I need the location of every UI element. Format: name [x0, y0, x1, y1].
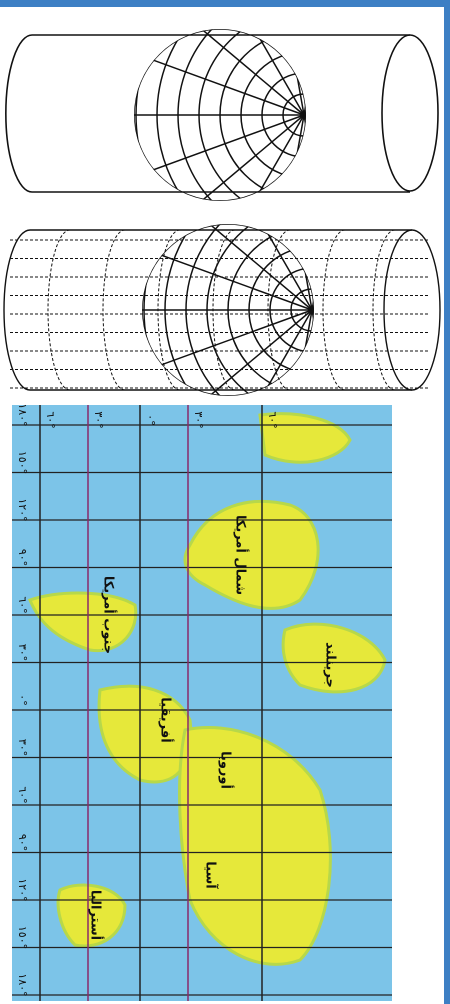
meridian [150, 114, 305, 201]
longitude-label: ٩٠° [16, 834, 29, 851]
top-bar [0, 0, 450, 7]
meridian [311, 224, 314, 311]
meridian [142, 240, 313, 311]
projected-meridian [322, 229, 346, 391]
longitude-label: ١٥٠° [16, 926, 29, 949]
latitude-label: ٣٠° [192, 411, 205, 428]
longitude-label: ٠° [16, 694, 29, 705]
longitude-label: ٦٠° [16, 596, 29, 613]
meridian [303, 45, 306, 116]
longitude-label: ١٨٠° [16, 973, 29, 996]
longitude-label: ٣٠° [16, 739, 29, 756]
meridian [303, 114, 306, 201]
meridian [142, 309, 313, 380]
longitude-label: ٩٠° [16, 549, 29, 566]
longitude-label: ٦٠° [16, 786, 29, 803]
longitude-label: ١٢٠° [16, 498, 29, 521]
cylinder-end [3, 229, 31, 391]
region-label: أستراليا [88, 890, 105, 940]
meridian [158, 309, 313, 396]
land [28, 591, 138, 653]
region-label: أوروبا [218, 751, 235, 789]
meridian [134, 114, 305, 185]
meridian [311, 224, 314, 311]
side-bar [444, 7, 450, 1004]
meridian [303, 29, 306, 116]
latitude-circle [177, 29, 306, 201]
land [28, 412, 387, 966]
cylinder-end [5, 34, 33, 193]
projected-meridian [47, 229, 71, 391]
latitude-label: ٦٠° [44, 411, 57, 428]
meridian [276, 309, 313, 396]
longitude-label: ١٢٠° [16, 878, 29, 901]
land [178, 726, 332, 966]
meridian [268, 114, 305, 201]
meridian [311, 309, 314, 380]
meridian [134, 45, 305, 116]
latitude-label: ٠° [144, 414, 157, 425]
cylinder-tangent [5, 29, 439, 201]
land [281, 622, 387, 694]
meridian [203, 29, 305, 116]
meridian [203, 114, 305, 201]
region-label: أفريقيا [158, 697, 175, 742]
meridian [268, 29, 305, 116]
cylinder-outline [30, 229, 412, 391]
meridian [150, 29, 305, 116]
region-label: جنوب أمريكا [101, 576, 118, 654]
region-label: جرينلند [323, 642, 338, 688]
longitude-label: ١٥٠° [16, 451, 29, 474]
cylinder-end [381, 34, 439, 192]
meridian [303, 29, 306, 116]
projected-meridian [372, 229, 396, 391]
meridian [211, 224, 313, 311]
latitude-label: ٣٠° [92, 411, 105, 428]
cylinder-outline [32, 34, 410, 193]
land [258, 412, 352, 464]
region-label: شمال أمريكا [233, 515, 250, 595]
meridian [276, 224, 313, 311]
longitude-label: ٣٠° [16, 644, 29, 661]
meridian [158, 224, 313, 311]
land [183, 499, 320, 610]
latitude-label: ٦٠° [266, 411, 279, 428]
projected-meridian [102, 229, 126, 391]
meridian [311, 240, 314, 311]
longitude-label: ١٨٠° [16, 403, 29, 426]
region-label: آسيا [203, 861, 220, 889]
globe [134, 29, 306, 201]
cylinder-end [383, 229, 441, 391]
meridian [303, 29, 306, 116]
meridian [211, 309, 313, 396]
map [12, 405, 392, 1001]
